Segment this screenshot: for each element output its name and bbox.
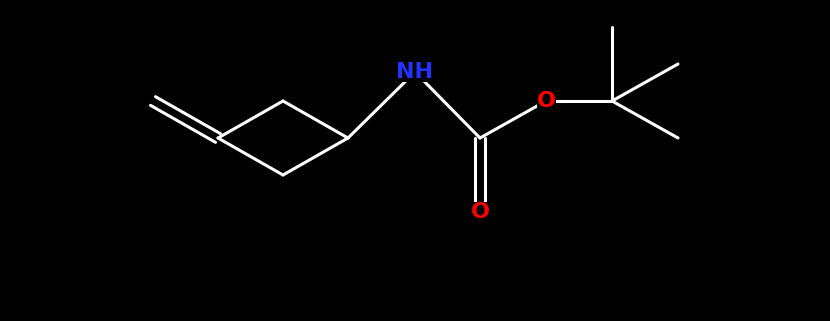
Text: O: O [471,202,490,222]
Text: O: O [536,91,555,111]
Text: NH: NH [397,62,433,82]
